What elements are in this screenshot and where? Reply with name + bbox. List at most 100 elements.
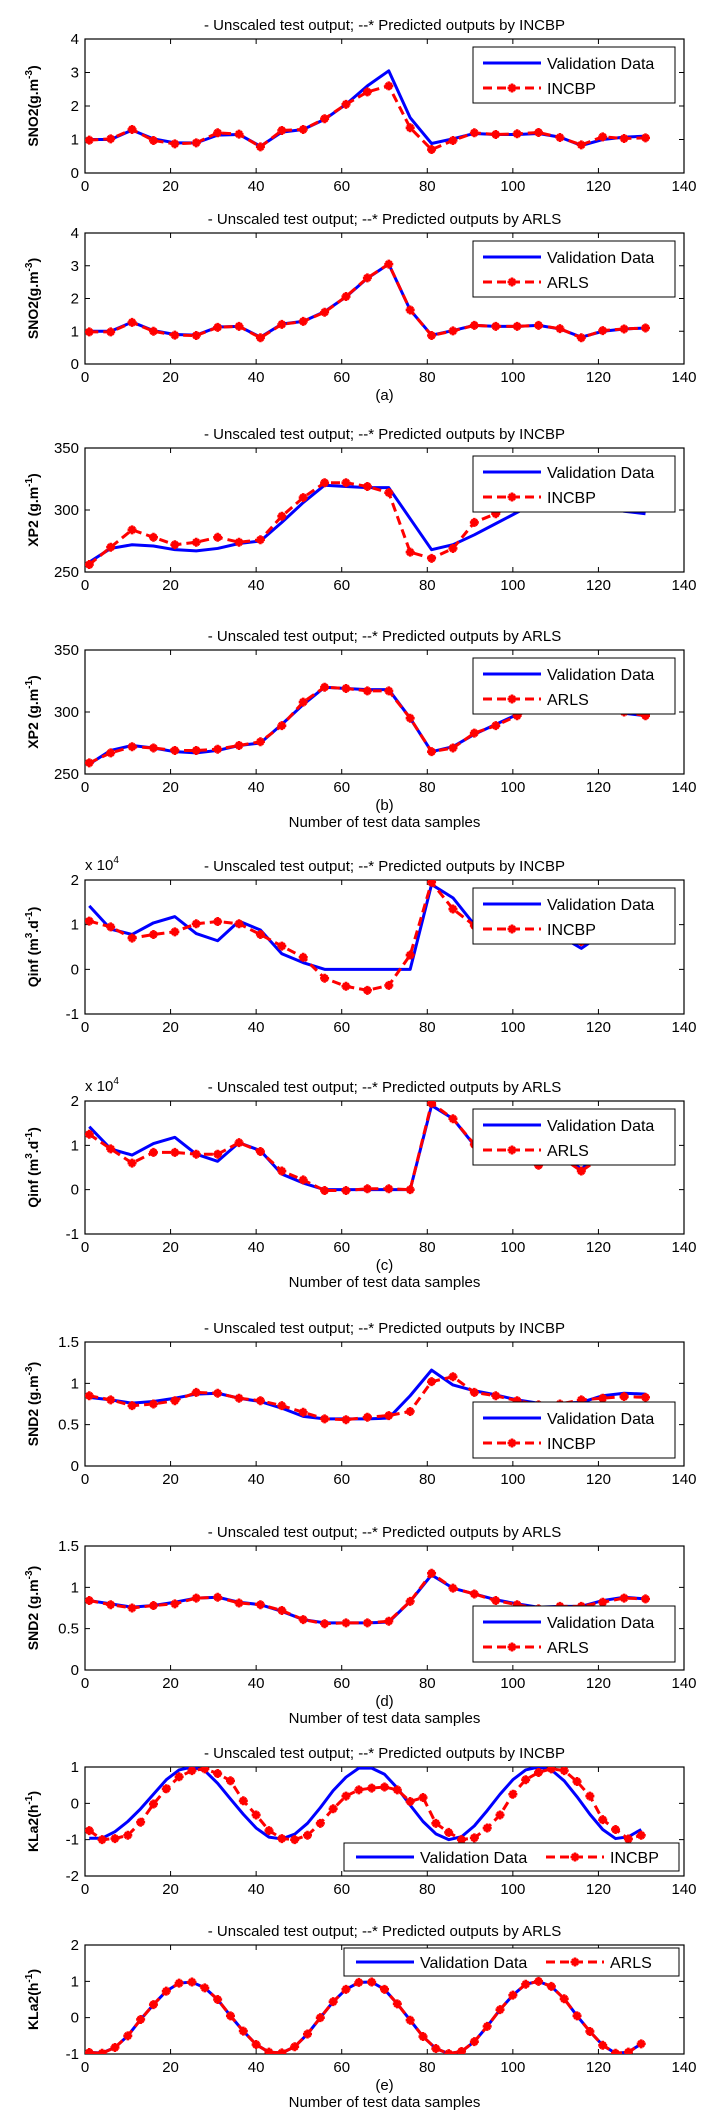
data-point <box>444 2049 454 2054</box>
x-tick-label: 80 <box>419 1019 436 1036</box>
legend: Validation Data INCBP <box>472 887 676 945</box>
data-point <box>161 1986 171 1996</box>
data-point <box>213 1769 223 1779</box>
data-point <box>640 1594 650 1604</box>
data-point <box>555 324 565 334</box>
x-tick-label: 20 <box>162 779 179 796</box>
y-tick-label: 1 <box>71 917 79 934</box>
data-point <box>384 259 394 269</box>
data-point <box>341 99 351 109</box>
x-tick-label: 20 <box>162 577 179 594</box>
data-point <box>495 1810 505 1820</box>
x-tick-label: 20 <box>162 1471 179 1488</box>
data-point <box>97 2048 107 2054</box>
data-point <box>85 916 94 926</box>
data-point <box>170 1147 180 1157</box>
data-point <box>619 324 629 334</box>
legend: Validation Data ARLS <box>472 1605 676 1663</box>
data-point <box>161 1784 171 1794</box>
data-point <box>148 2000 158 2010</box>
y-tick-label: 350 <box>54 642 79 659</box>
data-point <box>546 1767 556 1774</box>
subplot-1: - Unscaled test output; --* Predicted ou… <box>24 17 697 195</box>
data-point <box>234 537 244 547</box>
y-tick-label: 0 <box>71 1662 79 1679</box>
subplot-4: - Unscaled test output; --* Predicted ou… <box>24 628 697 831</box>
legend-label: Validation Data <box>420 1955 527 1972</box>
x-tick-label: 120 <box>586 577 611 594</box>
data-point <box>448 1372 458 1382</box>
x-tick-label: 40 <box>248 1881 265 1898</box>
data-point <box>127 317 137 327</box>
legend-label: ARLS <box>547 275 589 292</box>
x-tick-label: 20 <box>162 1019 179 1036</box>
data-point <box>320 1186 330 1196</box>
data-point <box>213 532 223 542</box>
data-point <box>255 929 265 939</box>
y-tick-label: 3 <box>71 65 79 82</box>
data-point <box>598 1597 608 1607</box>
x-tick-label: 100 <box>500 178 525 195</box>
data-point <box>85 327 94 337</box>
data-point <box>148 136 158 146</box>
data-point <box>123 2031 133 2041</box>
y-tick-label: 0 <box>71 165 79 182</box>
x-tick-label: 80 <box>419 369 436 386</box>
legend-marker <box>507 277 517 287</box>
legend: Validation Data ARLS <box>472 1108 676 1166</box>
data-point <box>213 1592 223 1602</box>
y-tick-label: 0 <box>71 1795 79 1812</box>
data-point <box>576 140 586 150</box>
x-tick-label: 60 <box>333 1019 350 1036</box>
plot-area <box>84 1944 685 2055</box>
legend-label: Validation Data <box>547 897 654 914</box>
y-tick-label: 1.5 <box>58 1538 79 1555</box>
data-point <box>427 747 437 757</box>
y-tick-label: 2 <box>71 872 79 889</box>
data-point <box>354 1785 364 1795</box>
data-point <box>200 1767 210 1774</box>
data-point <box>106 1600 116 1610</box>
x-tick-label: 100 <box>500 1019 525 1036</box>
legend-label: ARLS <box>547 1640 589 1657</box>
x-tick-label: 140 <box>671 178 696 195</box>
data-point <box>354 1977 364 1987</box>
data-point <box>127 742 137 752</box>
x-tick-label: 100 <box>500 1239 525 1256</box>
data-point <box>384 488 394 498</box>
data-point <box>148 1147 158 1157</box>
data-point <box>255 737 265 747</box>
legend-box <box>472 887 676 945</box>
y-tick-label: 1 <box>71 1137 79 1154</box>
series-validation-data <box>89 69 646 148</box>
data-point <box>106 1395 116 1405</box>
data-point <box>448 136 458 146</box>
data-point <box>328 1804 338 1814</box>
data-point <box>170 1396 180 1406</box>
legend-box <box>472 1605 676 1663</box>
series-line <box>88 1767 642 1842</box>
data-point <box>290 1835 300 1845</box>
data-point <box>234 1138 244 1148</box>
y-tick-label: 300 <box>54 502 79 519</box>
data-point <box>636 2039 646 2049</box>
legend-label: ARLS <box>547 1143 589 1160</box>
data-point <box>362 1618 372 1628</box>
data-point <box>619 133 629 143</box>
data-point <box>585 1791 595 1801</box>
data-point <box>384 1184 394 1194</box>
x-tick-label: 60 <box>333 779 350 796</box>
x-tick-label: 20 <box>162 369 179 386</box>
legend: Validation Data INCBP <box>343 1842 680 1872</box>
data-point <box>85 1129 94 1139</box>
data-point <box>559 1767 569 1776</box>
data-point <box>512 129 522 139</box>
legend-label: Validation Data <box>547 1615 654 1632</box>
subplot-title: - Unscaled test output; --* Predicted ou… <box>208 211 562 228</box>
subplot-3: - Unscaled test output; --* Predicted ou… <box>24 426 697 594</box>
x-tick-label: 60 <box>333 1471 350 1488</box>
data-point <box>585 2026 595 2036</box>
data-point <box>362 273 372 283</box>
data-point <box>512 1396 522 1406</box>
x-tick-label: 0 <box>81 178 89 195</box>
